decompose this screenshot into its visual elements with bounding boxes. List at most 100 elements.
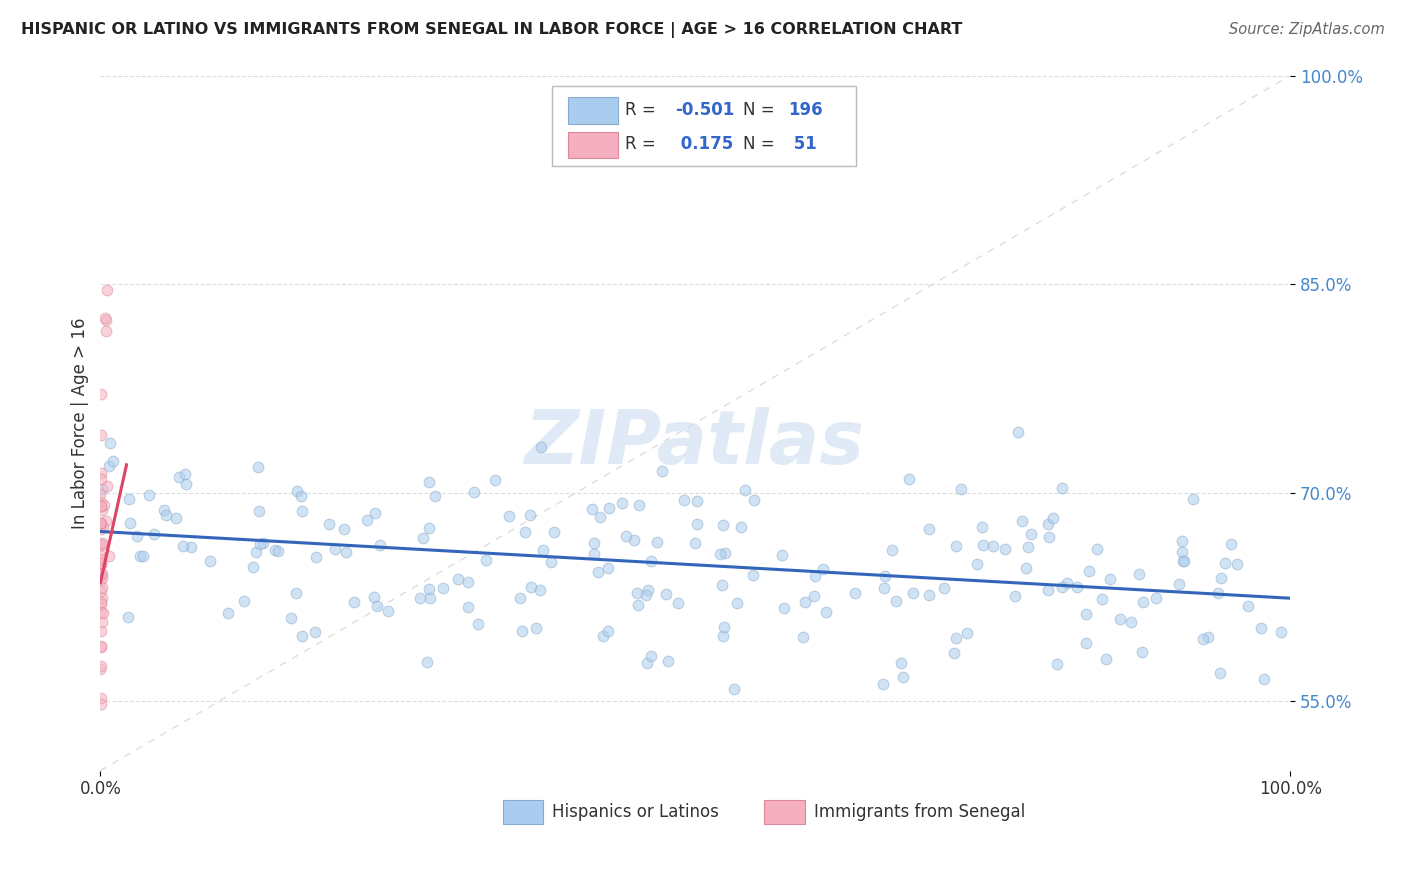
Text: 196: 196	[787, 101, 823, 119]
Point	[744, 493, 766, 508]
Point	[1042, 510, 1064, 524]
Point	[174, 477, 197, 491]
Point	[1050, 481, 1073, 495]
Point	[1090, 592, 1112, 607]
Point	[519, 508, 541, 522]
Point	[418, 521, 440, 535]
Point	[167, 470, 190, 484]
Point	[510, 624, 533, 639]
Text: Immigrants from Senegal: Immigrants from Senegal	[814, 804, 1025, 822]
Text: R =: R =	[626, 101, 655, 119]
Point	[1182, 491, 1205, 506]
Point	[245, 545, 267, 559]
Point	[366, 599, 388, 614]
Point	[90, 605, 112, 619]
Point	[90, 516, 112, 531]
Point	[711, 629, 734, 643]
Point	[90, 659, 112, 673]
Point	[305, 550, 328, 565]
Point	[901, 586, 924, 600]
Text: 0.175: 0.175	[675, 136, 734, 153]
Point	[89, 624, 111, 638]
Point	[90, 471, 112, 485]
FancyBboxPatch shape	[568, 97, 617, 124]
Point	[942, 646, 965, 660]
Point	[918, 522, 941, 536]
Point	[89, 557, 111, 571]
Point	[956, 625, 979, 640]
Point	[972, 538, 994, 552]
Point	[98, 436, 121, 450]
Point	[247, 504, 270, 518]
Point	[1192, 632, 1215, 646]
Point	[1237, 599, 1260, 614]
Point	[1209, 571, 1232, 585]
Text: HISPANIC OR LATINO VS IMMIGRANTS FROM SENEGAL IN LABOR FORCE | AGE > 16 CORRELAT: HISPANIC OR LATINO VS IMMIGRANTS FROM SE…	[21, 22, 963, 38]
Point	[886, 594, 908, 608]
Point	[118, 492, 141, 507]
Point	[873, 581, 896, 595]
Point	[90, 567, 112, 582]
Point	[651, 464, 673, 478]
Point	[1036, 517, 1059, 532]
Text: ZIPatlas: ZIPatlas	[526, 408, 865, 481]
Point	[90, 558, 112, 572]
Point	[1046, 657, 1069, 672]
Point	[98, 549, 121, 563]
FancyBboxPatch shape	[553, 86, 856, 166]
Point	[356, 513, 378, 527]
Point	[89, 552, 111, 566]
Point	[97, 459, 120, 474]
Point	[713, 619, 735, 633]
Point	[90, 502, 112, 516]
Text: R =: R =	[626, 136, 655, 153]
Point	[1119, 615, 1142, 629]
Point	[1056, 575, 1078, 590]
FancyBboxPatch shape	[568, 132, 617, 158]
Point	[418, 582, 440, 597]
Point	[90, 595, 112, 609]
Point	[598, 501, 620, 516]
Point	[172, 539, 194, 553]
Point	[1250, 621, 1272, 635]
Point	[814, 606, 837, 620]
Point	[1015, 561, 1038, 575]
Point	[1074, 607, 1097, 621]
Point	[673, 492, 696, 507]
Point	[683, 536, 706, 550]
Point	[686, 517, 709, 532]
Point	[872, 677, 894, 691]
Text: N =: N =	[742, 136, 775, 153]
Point	[666, 596, 689, 610]
Point	[657, 654, 679, 668]
Point	[1171, 554, 1194, 568]
Point	[1208, 666, 1230, 681]
Point	[972, 520, 994, 534]
Point	[531, 543, 554, 558]
Point	[90, 571, 112, 585]
Point	[89, 516, 111, 530]
Point	[363, 506, 385, 520]
Point	[91, 536, 114, 550]
Point	[1171, 534, 1194, 549]
Point	[333, 522, 356, 536]
Point	[524, 621, 547, 635]
FancyBboxPatch shape	[502, 800, 543, 824]
Point	[634, 588, 657, 602]
Text: Hispanics or Latinos: Hispanics or Latinos	[553, 804, 720, 822]
Point	[290, 629, 312, 643]
Point	[880, 542, 903, 557]
Point	[945, 539, 967, 553]
Point	[981, 540, 1004, 554]
Point	[515, 525, 537, 540]
Point	[475, 553, 498, 567]
Point	[457, 600, 479, 615]
Point	[1038, 583, 1060, 598]
Point	[89, 574, 111, 589]
Point	[457, 575, 479, 590]
Point	[637, 582, 659, 597]
Point	[586, 565, 609, 579]
Point	[432, 581, 454, 595]
Point	[89, 691, 111, 706]
Point	[409, 591, 432, 606]
